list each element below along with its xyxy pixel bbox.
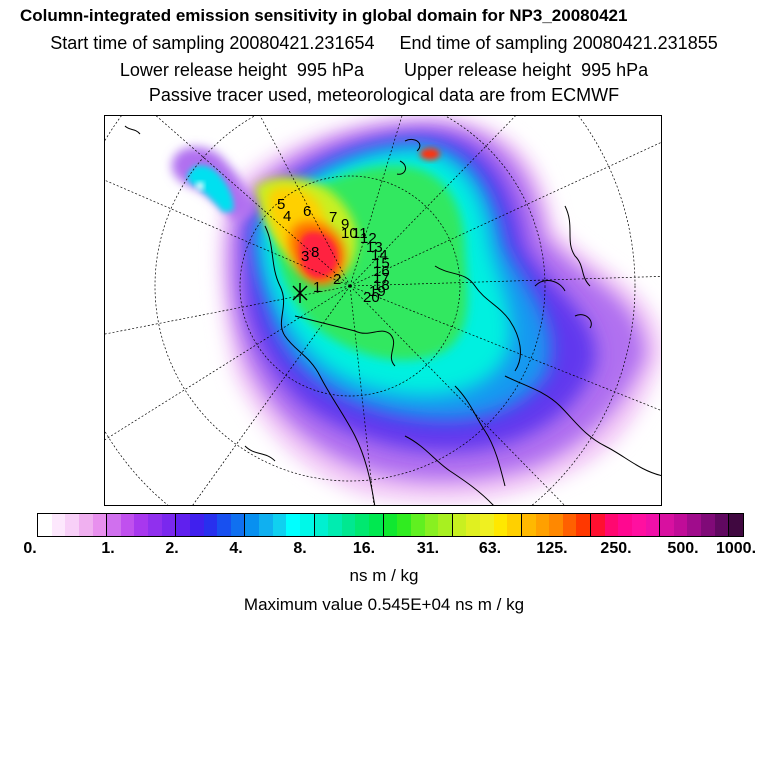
sensitivity-map: 1 2 3 4 5 6 7 8 9 10 11 12 13 14 15 16 1… <box>104 115 662 506</box>
traj-label: 15 <box>373 255 390 272</box>
colorbar-swatch <box>576 514 591 536</box>
colorbar-tick: 63. <box>478 540 502 557</box>
colorbar-swatch <box>507 514 522 536</box>
colorbar-swatch <box>660 514 674 536</box>
colorbar-swatch <box>410 514 425 536</box>
release-heights: Lower release height 995 hPa Upper relea… <box>119 60 649 80</box>
colorbar-swatch <box>631 514 646 536</box>
colorbar-swatch <box>314 514 329 536</box>
colorbar-tick: 250. <box>600 540 632 557</box>
colorbar-swatch <box>176 514 190 536</box>
polar-grid <box>105 116 661 505</box>
coastlines <box>124 125 661 505</box>
colorbar-swatch <box>299 514 315 536</box>
colorbar-swatch <box>604 514 619 536</box>
colorbar-swatch <box>328 514 342 536</box>
colorbar-tick: 0. <box>23 540 37 557</box>
colorbar-swatch <box>562 514 577 536</box>
colorbar-swatch <box>286 514 300 536</box>
traj-label: 13 <box>366 239 383 256</box>
colorbar-tick: 31. <box>416 540 440 557</box>
colorbar-tick: 2. <box>165 540 179 557</box>
plot-title: Column-integrated emission sensitivity i… <box>20 6 628 25</box>
colorbar-swatch <box>38 514 52 536</box>
colorbar-swatch <box>161 514 177 536</box>
colorbar-tick: 4. <box>229 540 243 557</box>
sensitivity-field <box>171 116 661 503</box>
colorbar-units: ns m / kg <box>349 566 419 585</box>
colorbar-swatch <box>383 514 398 536</box>
traj-label: 6 <box>303 203 311 220</box>
colorbar-swatch <box>355 514 369 536</box>
colorbar-tick: 125. <box>536 540 568 557</box>
colorbar-swatch <box>341 514 356 536</box>
colorbar-swatch <box>65 514 79 536</box>
colorbar-swatch <box>397 514 411 536</box>
colorbar-tick: 8. <box>293 540 307 557</box>
colorbar-swatch <box>673 514 688 536</box>
colorbar-swatch <box>714 514 730 536</box>
traj-label: 19 <box>369 283 386 300</box>
colorbar-swatch <box>107 514 121 536</box>
colorbar-swatch <box>466 514 480 536</box>
traj-label: 11 <box>352 225 368 242</box>
colorbar-swatch <box>687 514 701 536</box>
traj-label: 1 <box>313 279 321 296</box>
colorbar-swatch <box>618 514 632 536</box>
sampling-times: Start time of sampling 20080421.231654 E… <box>50 33 718 53</box>
colorbar-swatch <box>230 514 246 536</box>
traj-label: 5 <box>277 196 285 213</box>
trajectory-labels: 1 2 3 4 5 6 7 8 9 10 11 12 13 14 15 16 1… <box>277 196 390 306</box>
map-svg: 1 2 3 4 5 6 7 8 9 10 11 12 13 14 15 16 1… <box>105 116 661 505</box>
colorbar-swatch <box>272 514 287 536</box>
colorbar-swatch <box>369 514 384 536</box>
colorbar-swatch <box>535 514 550 536</box>
colorbar-swatch <box>51 514 66 536</box>
traj-label: 14 <box>371 247 388 264</box>
colorbar-swatch <box>549 514 563 536</box>
colorbar <box>37 513 744 537</box>
traj-label: 4 <box>283 208 291 225</box>
release-point-star <box>292 283 308 303</box>
traj-label: 17 <box>373 270 390 287</box>
colorbar-swatch <box>189 514 204 536</box>
colorbar-swatch <box>438 514 453 536</box>
traj-label: 10 <box>341 225 358 242</box>
colorbar-swatch <box>493 514 508 536</box>
colorbar-swatch <box>78 514 93 536</box>
traj-label: 7 <box>329 209 337 226</box>
traj-label: 18 <box>373 277 390 294</box>
colorbar-swatch <box>452 514 467 536</box>
traj-label: 20 <box>363 289 380 306</box>
traj-label: 8 <box>311 244 319 261</box>
traj-label: 16 <box>373 263 390 280</box>
colorbar-tick: 1000. <box>715 540 757 557</box>
traj-label: 12 <box>360 230 377 247</box>
colorbar-swatch <box>645 514 661 536</box>
traj-label: 9 <box>341 216 349 233</box>
colorbar-swatch <box>521 514 536 536</box>
colorbar-swatch <box>217 514 231 536</box>
traj-label: 3 <box>301 248 309 265</box>
colorbar-swatch <box>424 514 439 536</box>
colorbar-tick: 16. <box>352 540 376 557</box>
colorbar-swatch <box>480 514 494 536</box>
colorbar-swatch <box>134 514 148 536</box>
colorbar-swatch <box>729 514 743 536</box>
colorbar-swatch <box>92 514 108 536</box>
colorbar-swatch <box>591 514 605 536</box>
traj-label: 2 <box>333 271 341 288</box>
colorbar-swatch <box>701 514 715 536</box>
colorbar-swatch <box>203 514 218 536</box>
colorbar-tick: 1. <box>101 540 115 557</box>
maximum-value: Maximum value 0.545E+04 ns m / kg <box>243 595 525 614</box>
colorbar-swatch <box>148 514 162 536</box>
colorbar-swatch <box>245 514 259 536</box>
colorbar-swatch <box>120 514 135 536</box>
colorbar-swatch <box>259 514 273 536</box>
colorbar-tick: 500. <box>667 540 699 557</box>
tracer-info: Passive tracer used, meteorological data… <box>148 85 620 105</box>
